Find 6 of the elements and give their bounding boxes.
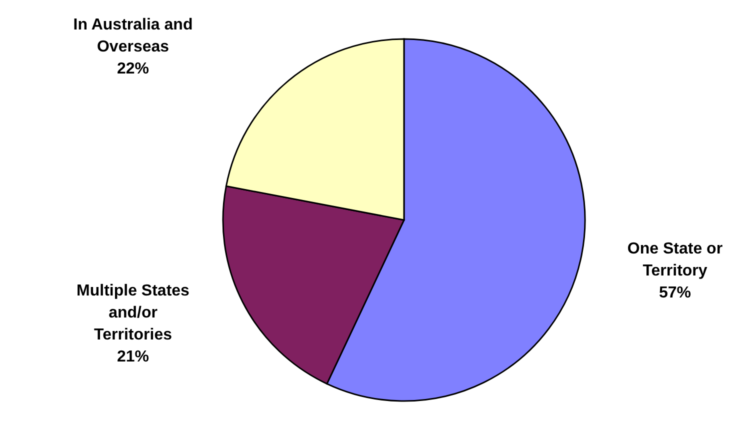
data-label: 57% [658, 284, 692, 302]
data-label: 21% [116, 348, 150, 366]
slice-label: Multiple States and/or Territories [76, 282, 190, 344]
data-label: 22% [116, 60, 150, 78]
slice-label: One State or Territory [627, 240, 723, 280]
slice-label: In Australia and Overseas [73, 16, 193, 56]
